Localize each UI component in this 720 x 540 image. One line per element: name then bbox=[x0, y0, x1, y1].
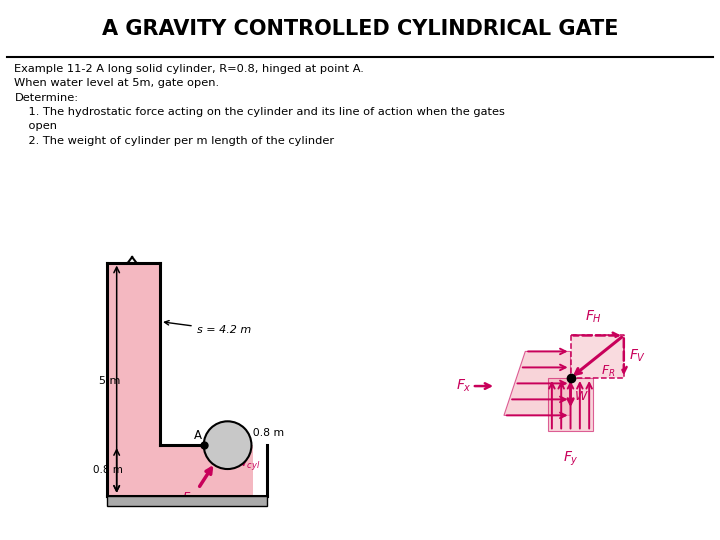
Text: R = 0.8 m: R = 0.8 m bbox=[229, 428, 284, 438]
Polygon shape bbox=[504, 352, 570, 415]
Polygon shape bbox=[570, 335, 624, 378]
Bar bbox=[107, 445, 253, 496]
Text: $W_{cyl}$: $W_{cyl}$ bbox=[235, 455, 260, 472]
Text: 5 m: 5 m bbox=[99, 376, 120, 386]
Text: $F_R$: $F_R$ bbox=[601, 363, 616, 379]
Text: $F_R$: $F_R$ bbox=[182, 491, 197, 506]
Text: $\theta$: $\theta$ bbox=[231, 456, 240, 470]
Bar bbox=[107, 496, 267, 505]
Text: $F_V$: $F_V$ bbox=[629, 347, 647, 363]
Polygon shape bbox=[548, 378, 593, 431]
Text: A: A bbox=[194, 429, 202, 442]
Text: $F_y$: $F_y$ bbox=[562, 450, 578, 468]
Circle shape bbox=[204, 421, 251, 469]
Text: $F_x$: $F_x$ bbox=[456, 378, 472, 394]
Text: $W$: $W$ bbox=[574, 390, 588, 403]
Text: $F_H$: $F_H$ bbox=[585, 308, 602, 325]
Text: s = 4.2 m: s = 4.2 m bbox=[164, 321, 251, 335]
Text: 0.8 m: 0.8 m bbox=[94, 465, 123, 475]
Bar bbox=[107, 262, 160, 496]
Text: Example 11-2 A long solid cylinder, R=0.8, hinged at point A.
When water level a: Example 11-2 A long solid cylinder, R=0.… bbox=[14, 64, 505, 146]
Text: A GRAVITY CONTROLLED CYLINDRICAL GATE: A GRAVITY CONTROLLED CYLINDRICAL GATE bbox=[102, 19, 618, 39]
